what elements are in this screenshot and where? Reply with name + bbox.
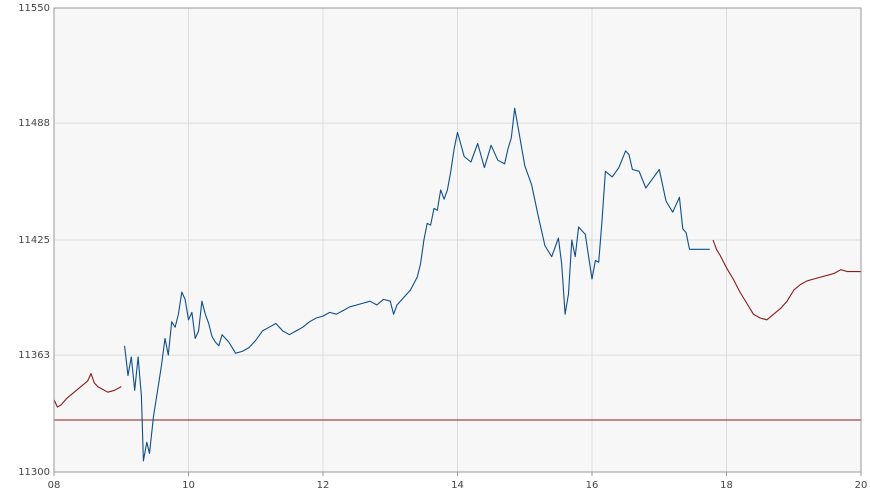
- series-line-3: [712, 239, 861, 321]
- x-tick-label: 16: [586, 480, 599, 491]
- x-tick-label: 20: [855, 480, 868, 491]
- y-tick-label: 11363: [18, 350, 50, 361]
- x-tick-label: 10: [182, 480, 195, 491]
- x-tick-label: 18: [720, 480, 733, 491]
- y-tick-label: 11488: [18, 118, 50, 129]
- grid-lines: [54, 8, 861, 472]
- x-tick-label: 12: [317, 480, 330, 491]
- y-tick-label: 11425: [18, 235, 50, 246]
- y-tick-label: 11550: [18, 3, 50, 14]
- series-group: [53, 107, 861, 462]
- series-line-2: [124, 107, 710, 462]
- series-line-1: [53, 373, 122, 408]
- y-axis-ticks: 11300 11363 11425 11488 11550: [18, 3, 50, 478]
- x-tick-label: 14: [451, 480, 464, 491]
- x-tick-label: 08: [48, 480, 61, 491]
- y-tick-label: 11300: [18, 467, 50, 478]
- x-axis-ticks: 08 10 12 14 16 18 20: [48, 472, 868, 491]
